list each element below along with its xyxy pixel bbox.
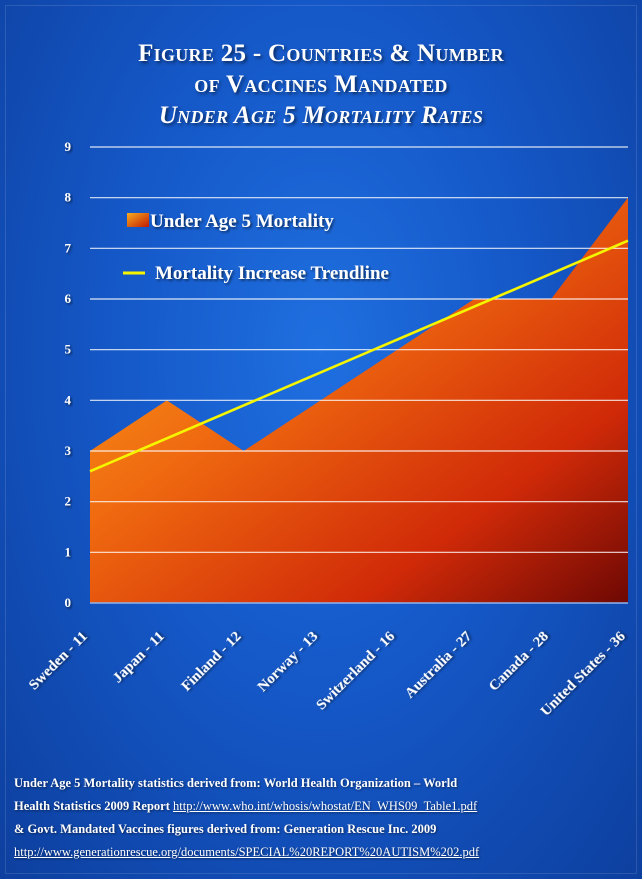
legend-swatch-area	[127, 213, 149, 227]
chart-title-line-2: of Vaccines Mandated	[194, 71, 448, 98]
legend-label-trendline: Mortality Increase Trendline	[155, 263, 389, 284]
mortality-point-3	[319, 399, 322, 402]
y-tick-label-2: 2	[65, 494, 72, 509]
source-note: Under Age 5 Mortality statistics derived…	[14, 772, 636, 864]
mortality-point-0	[89, 450, 92, 453]
source-line-1: Under Age 5 Mortality statistics derived…	[14, 776, 458, 790]
generation-rescue-link[interactable]: http://www.generationrescue.org/document…	[14, 845, 480, 859]
chart-subtitle: Under Age 5 Mortality Rates	[158, 102, 484, 129]
legend-label-mortality: Under Age 5 Mortality	[150, 211, 334, 232]
mortality-point-7	[627, 196, 630, 199]
x-tick-label-2: Finland - 12	[178, 629, 244, 695]
mortality-point-6	[550, 298, 553, 301]
trendline-series	[89, 239, 629, 473]
mortality-point-1	[165, 399, 168, 402]
mortality-point-4	[396, 348, 399, 351]
y-tick-label-5: 5	[65, 342, 72, 357]
chart-title-line-1: Figure 25 - Countries & Number	[138, 40, 504, 67]
x-tick-label-0: Sweden - 11	[26, 629, 91, 694]
y-tick-label-0: 0	[65, 595, 72, 610]
x-tick-label-1: Japan - 11	[110, 629, 168, 687]
source-line-4: http://www.generationrescue.org/document…	[14, 841, 636, 864]
mortality-point-2	[242, 450, 245, 453]
y-tick-label-8: 8	[65, 190, 72, 205]
chart-legend: Under Age 5 Mortality Mortality Increase…	[123, 211, 389, 284]
y-tick-label-7: 7	[65, 240, 72, 255]
y-tick-label-9: 9	[65, 139, 72, 154]
mortality-point-5	[473, 298, 476, 301]
y-tick-label-1: 1	[65, 544, 72, 559]
y-tick-label-3: 3	[65, 443, 72, 458]
source-line-2-text: Health Statistics 2009 Report	[14, 799, 170, 813]
y-tick-label-6: 6	[65, 291, 72, 306]
who-report-link[interactable]: http://www.who.int/whosis/whostat/EN_WHS…	[173, 799, 478, 813]
x-tick-label-6: Canada - 28	[486, 629, 552, 695]
source-line-2: Health Statistics 2009 Report http://www…	[14, 795, 636, 818]
x-tick-label-7: United States - 36	[538, 628, 630, 720]
x-tick-label-3: Norway - 13	[255, 629, 322, 696]
x-tick-label-5: Australia - 27	[402, 628, 476, 702]
x-tick-label-4: Switzerland - 16	[313, 628, 398, 713]
y-tick-label-4: 4	[65, 392, 72, 407]
source-line-3: & Govt. Mandated Vaccines figures derive…	[14, 822, 437, 836]
